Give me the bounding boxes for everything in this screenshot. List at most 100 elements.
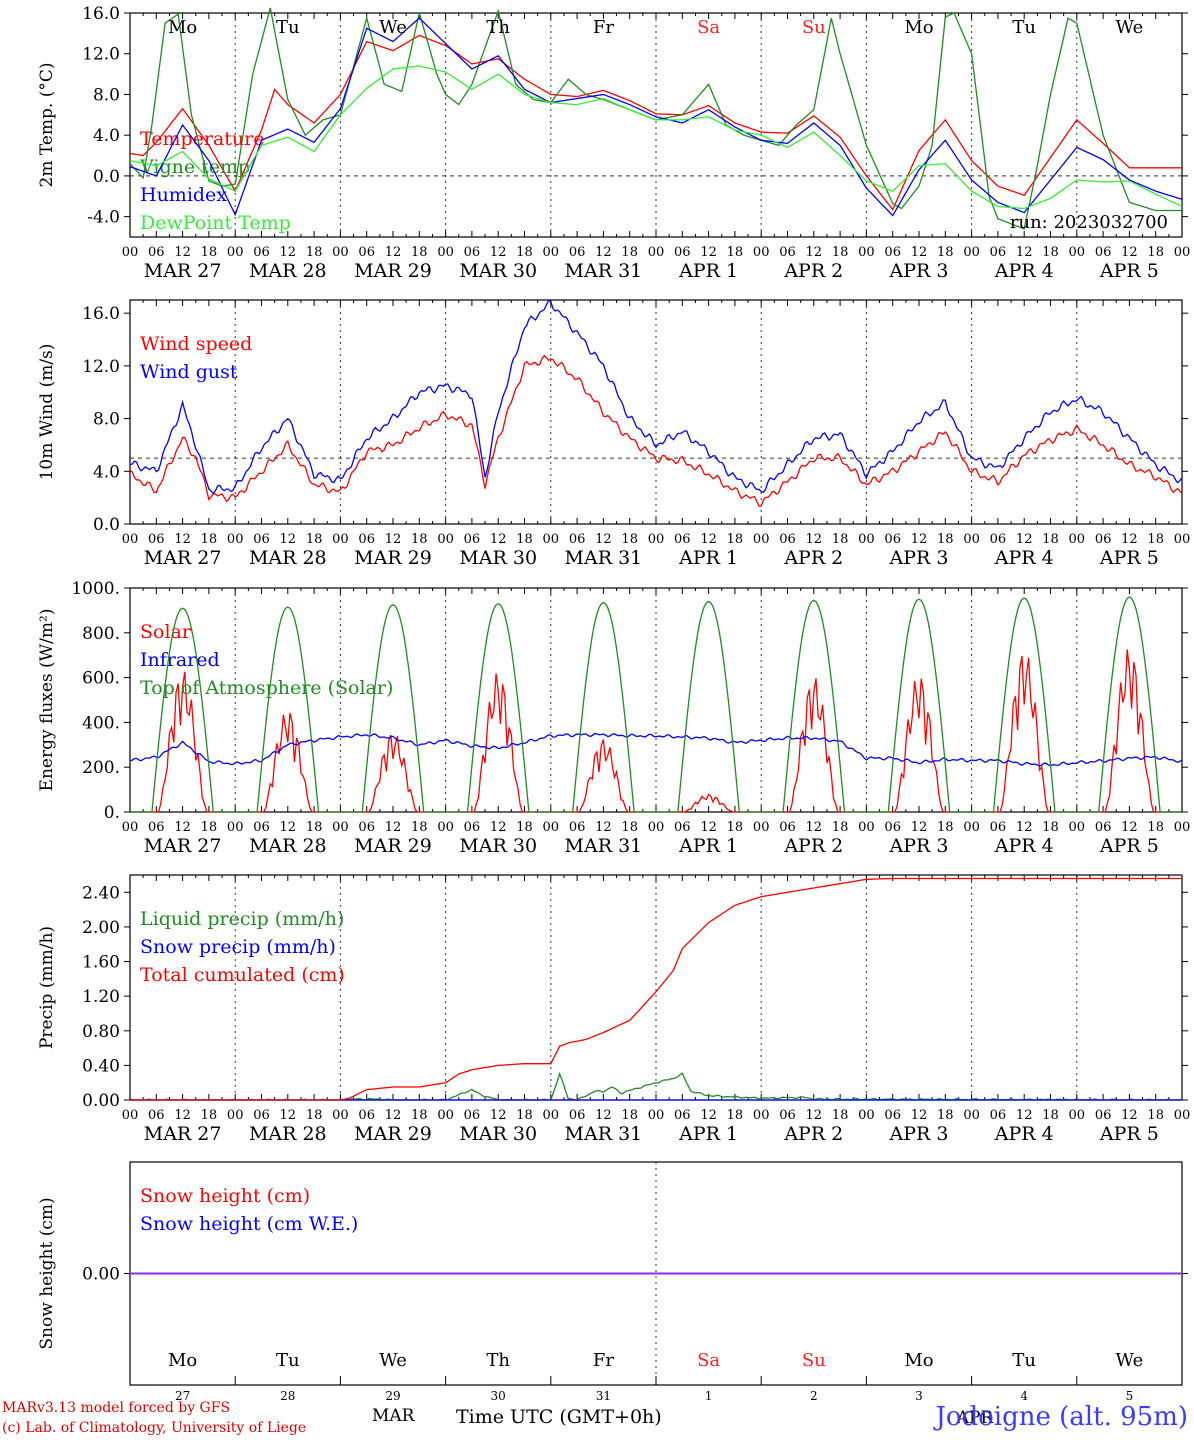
hour-tick-label: 00 <box>963 820 980 835</box>
hour-tick-label: 06 <box>990 532 1007 547</box>
y-tick-label: 2.00 <box>82 918 120 938</box>
hour-tick-label: 06 <box>464 245 481 260</box>
hour-tick-label: 00 <box>543 1108 560 1123</box>
weekday-label: Tu <box>1012 1350 1036 1371</box>
hour-tick-label: 12 <box>174 1108 191 1123</box>
y-tick-label: 8.0 <box>93 410 120 430</box>
legend-entry: Liquid precip (mm/h) <box>140 908 344 930</box>
hour-tick-label: 06 <box>569 820 586 835</box>
date-label: APR 2 <box>783 1123 843 1145</box>
legend-entry: Top of Atmosphere (Solar) <box>140 677 393 699</box>
hour-tick-label: 06 <box>569 245 586 260</box>
series-line-dewpoint-temp <box>129 65 1183 210</box>
hour-tick-label: 18 <box>1042 532 1059 547</box>
hour-tick-label: 18 <box>832 1108 849 1123</box>
legend-entry: Snow precip (mm/h) <box>140 936 336 958</box>
hour-tick-label: 00 <box>543 532 560 547</box>
hour-tick-label: 00 <box>753 820 770 835</box>
weekday-label: We <box>379 17 407 38</box>
date-label: MAR 30 <box>459 260 537 282</box>
hour-tick-label: 18 <box>516 820 533 835</box>
hour-tick-label: 18 <box>1042 245 1059 260</box>
hour-tick-label: 00 <box>227 820 244 835</box>
y-tick-label: 0.40 <box>82 1056 120 1076</box>
series-line-wind-gust <box>129 299 1183 495</box>
date-label: MAR 28 <box>249 1123 327 1145</box>
hour-tick-label: 06 <box>148 820 165 835</box>
hour-tick-label: 00 <box>122 1108 139 1123</box>
hour-tick-label: 06 <box>674 532 691 547</box>
y-tick-label: 12.0 <box>82 45 120 65</box>
hour-tick-label: 12 <box>490 1108 507 1123</box>
hour-tick-label: 18 <box>516 245 533 260</box>
hour-tick-label: 12 <box>1016 245 1033 260</box>
date-label: MAR 27 <box>144 547 222 569</box>
date-label: APR 2 <box>783 547 843 569</box>
hour-tick-label: 00 <box>332 245 349 260</box>
hour-tick-label: 06 <box>253 245 270 260</box>
hour-tick-label: 06 <box>884 820 901 835</box>
date-label: MAR 28 <box>249 547 327 569</box>
date-label: APR 1 <box>678 547 738 569</box>
y-tick-label: 0.00 <box>82 1091 120 1111</box>
hour-tick-label: 18 <box>937 245 954 260</box>
hour-tick-label: 00 <box>332 532 349 547</box>
day-number-label: 1 <box>705 1389 713 1403</box>
hour-tick-label: 00 <box>1069 245 1086 260</box>
month-label-apr: APR <box>956 1408 995 1428</box>
y-tick-label: 0.80 <box>82 1022 120 1042</box>
y-tick-label: 400. <box>82 713 120 733</box>
hour-tick-label: 18 <box>832 532 849 547</box>
hour-tick-label: 00 <box>227 532 244 547</box>
hour-tick-label: 12 <box>806 245 823 260</box>
hour-tick-label: 12 <box>174 532 191 547</box>
hour-tick-label: 12 <box>280 532 297 547</box>
hour-tick-label: 18 <box>727 820 744 835</box>
hour-tick-label: 18 <box>516 1108 533 1123</box>
hour-tick-label: 00 <box>963 245 980 260</box>
day-number-label: 3 <box>915 1389 923 1403</box>
y-tick-label: 0.0 <box>93 515 120 535</box>
legend-entry: Snow height (cm W.E.) <box>140 1213 358 1235</box>
time-axis-label: Time UTC (GMT+0h) <box>456 1406 662 1428</box>
legend-entry: Infrared <box>140 649 220 671</box>
weekday-label: We <box>1116 17 1144 38</box>
hour-tick-label: 18 <box>201 245 218 260</box>
lab-credit: (c) Lab. of Climatology, University of L… <box>2 1420 307 1436</box>
day-number-label: 2 <box>810 1389 818 1403</box>
hour-tick-label: 18 <box>937 820 954 835</box>
hour-tick-label: 06 <box>1095 1108 1112 1123</box>
hour-tick-label: 12 <box>911 1108 928 1123</box>
hour-tick-label: 12 <box>911 245 928 260</box>
hour-tick-label: 18 <box>727 532 744 547</box>
hour-tick-label: 12 <box>595 1108 612 1123</box>
hour-tick-label: 18 <box>306 532 323 547</box>
date-label: MAR 29 <box>354 260 432 282</box>
hour-tick-label: 00 <box>437 820 454 835</box>
y-tick-label: 200. <box>82 758 120 778</box>
panel-1 <box>124 12 1188 238</box>
weekday-label: Tu <box>1012 17 1036 38</box>
hour-tick-label: 00 <box>332 820 349 835</box>
hour-tick-label: 00 <box>1174 532 1191 547</box>
weekday-label: We <box>379 1350 407 1371</box>
day-number-label: 29 <box>385 1389 400 1403</box>
series-line-top-of-atmosphere-solar- <box>130 596 1182 813</box>
y-tick-label: -4.0 <box>87 208 120 228</box>
hour-tick-label: 18 <box>201 820 218 835</box>
weekday-label: Sa <box>697 1350 720 1371</box>
hour-tick-label: 12 <box>700 245 717 260</box>
hour-tick-label: 00 <box>122 245 139 260</box>
weekday-label: We <box>1116 1350 1144 1371</box>
hour-tick-label: 12 <box>1121 1108 1138 1123</box>
hour-tick-label: 18 <box>937 1108 954 1123</box>
legend-entry: Humidex <box>140 184 227 206</box>
day-number-label: 27 <box>175 1389 190 1403</box>
hour-tick-label: 18 <box>306 1108 323 1123</box>
date-label: APR 3 <box>889 547 949 569</box>
hour-tick-label: 12 <box>385 245 402 260</box>
hour-tick-label: 00 <box>543 245 560 260</box>
hour-tick-label: 12 <box>490 245 507 260</box>
hour-tick-label: 06 <box>253 1108 270 1123</box>
